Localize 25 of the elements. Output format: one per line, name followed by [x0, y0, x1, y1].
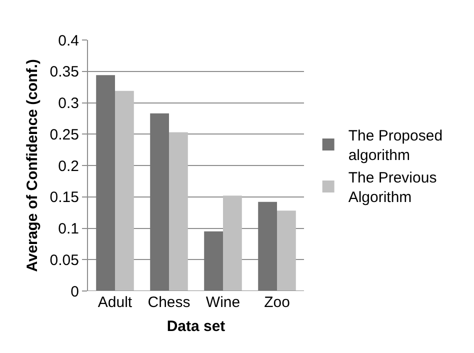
y-tick-label: 0.35: [50, 64, 79, 81]
bar: [223, 196, 242, 291]
x-tick-label: Chess: [148, 294, 190, 311]
y-tick-label: 0.25: [50, 126, 79, 144]
bar: [169, 132, 188, 291]
bar: [277, 210, 296, 291]
y-tick-label: 0.3: [58, 95, 79, 112]
bar: [150, 113, 169, 291]
y-tick-label: 0.05: [50, 252, 79, 269]
x-tick-label: Adult: [98, 294, 133, 311]
x-axis-title: Data set: [166, 318, 226, 335]
y-tick-label: 0.2: [58, 158, 79, 175]
x-tick-label: Wine: [206, 294, 240, 311]
y-tick-label: 0: [70, 283, 79, 300]
bar: [204, 231, 223, 291]
bar: [96, 75, 115, 291]
y-tick-label: 0.4: [58, 32, 79, 50]
y-tick-label: 0.1: [58, 220, 79, 238]
y-axis-title: Average of Confidence (conf.): [24, 59, 42, 272]
y-tick-label: 0.15: [50, 189, 79, 206]
legend-label: The Proposed algorithm: [348, 128, 443, 164]
bar: [258, 202, 277, 291]
bar: [115, 90, 134, 291]
legend-label: The Previous Algorithm: [348, 170, 437, 206]
x-tick-label: Zoo: [264, 294, 290, 311]
